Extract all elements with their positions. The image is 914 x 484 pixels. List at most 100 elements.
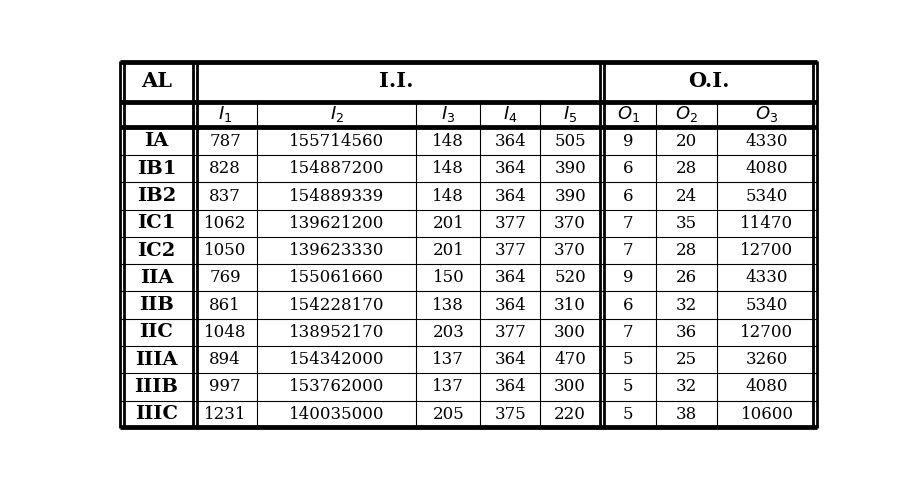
Text: 894: 894	[209, 351, 241, 368]
Text: 5340: 5340	[746, 187, 788, 205]
Text: 6: 6	[623, 160, 633, 177]
Text: IIA: IIA	[140, 269, 173, 287]
Text: 861: 861	[209, 297, 241, 314]
Text: 32: 32	[676, 297, 697, 314]
Text: AL: AL	[141, 71, 172, 91]
Text: $I_5$: $I_5$	[563, 104, 578, 124]
Text: 28: 28	[676, 160, 697, 177]
Text: 201: 201	[432, 215, 464, 232]
Text: 154887200: 154887200	[289, 160, 385, 177]
Text: 505: 505	[555, 133, 586, 150]
Text: IB2: IB2	[137, 187, 176, 205]
Text: 155714560: 155714560	[289, 133, 385, 150]
Text: 9: 9	[623, 269, 633, 287]
Text: 5: 5	[623, 351, 633, 368]
Text: 154342000: 154342000	[289, 351, 385, 368]
Text: 10600: 10600	[740, 406, 793, 423]
Text: 364: 364	[494, 378, 526, 395]
Text: 139621200: 139621200	[289, 215, 385, 232]
Text: 36: 36	[676, 324, 697, 341]
Text: 787: 787	[209, 133, 241, 150]
Text: 24: 24	[676, 187, 697, 205]
Text: I.I.: I.I.	[379, 71, 414, 91]
Text: 35: 35	[676, 215, 697, 232]
Text: 4080: 4080	[746, 160, 788, 177]
Text: 148: 148	[432, 133, 464, 150]
Text: 377: 377	[494, 324, 526, 341]
Text: IA: IA	[144, 133, 168, 151]
Text: 390: 390	[554, 160, 586, 177]
Text: 12700: 12700	[740, 324, 793, 341]
Text: 377: 377	[494, 242, 526, 259]
Text: 32: 32	[676, 378, 697, 395]
Text: 154889339: 154889339	[289, 187, 385, 205]
Text: 828: 828	[209, 160, 241, 177]
Text: 11470: 11470	[740, 215, 793, 232]
Text: IIB: IIB	[139, 296, 174, 314]
Text: 140035000: 140035000	[289, 406, 385, 423]
Text: 138: 138	[432, 297, 464, 314]
Text: 38: 38	[676, 406, 697, 423]
Text: 155061660: 155061660	[290, 269, 384, 287]
Text: 470: 470	[554, 351, 586, 368]
Text: 6: 6	[623, 187, 633, 205]
Text: 137: 137	[432, 378, 464, 395]
Text: IC2: IC2	[137, 242, 175, 259]
Text: 4080: 4080	[746, 378, 788, 395]
Text: $O_3$: $O_3$	[755, 104, 779, 124]
Text: 220: 220	[554, 406, 586, 423]
Text: 7: 7	[622, 324, 633, 341]
Text: 1048: 1048	[204, 324, 247, 341]
Text: $O_1$: $O_1$	[617, 104, 640, 124]
Text: 148: 148	[432, 187, 464, 205]
Text: 7: 7	[622, 242, 633, 259]
Text: 3260: 3260	[746, 351, 788, 368]
Text: 1062: 1062	[204, 215, 247, 232]
Text: 1050: 1050	[204, 242, 247, 259]
Text: IIC: IIC	[140, 323, 174, 341]
Text: 154228170: 154228170	[289, 297, 385, 314]
Text: O.I.: O.I.	[687, 71, 729, 91]
Text: IIIB: IIIB	[134, 378, 178, 396]
Text: $I_4$: $I_4$	[503, 104, 517, 124]
Text: 377: 377	[494, 215, 526, 232]
Text: 137: 137	[432, 351, 464, 368]
Text: 150: 150	[432, 269, 464, 287]
Text: 7: 7	[622, 215, 633, 232]
Text: 12700: 12700	[740, 242, 793, 259]
Text: 370: 370	[554, 242, 586, 259]
Text: 310: 310	[554, 297, 586, 314]
Text: 9: 9	[623, 133, 633, 150]
Text: $O_2$: $O_2$	[675, 104, 698, 124]
Text: 20: 20	[676, 133, 697, 150]
Text: 28: 28	[676, 242, 697, 259]
Text: 153762000: 153762000	[289, 378, 385, 395]
Text: 138952170: 138952170	[289, 324, 385, 341]
Text: 203: 203	[432, 324, 464, 341]
Text: IIIA: IIIA	[135, 350, 177, 369]
Text: 364: 364	[494, 269, 526, 287]
Text: 364: 364	[494, 133, 526, 150]
Text: 364: 364	[494, 297, 526, 314]
Text: $I_3$: $I_3$	[441, 104, 455, 124]
Text: 300: 300	[554, 324, 586, 341]
Text: 390: 390	[554, 187, 586, 205]
Text: 4330: 4330	[746, 269, 788, 287]
Text: $I_1$: $I_1$	[218, 104, 232, 124]
Text: 4330: 4330	[746, 133, 788, 150]
Text: 1231: 1231	[204, 406, 247, 423]
Text: 201: 201	[432, 242, 464, 259]
Text: 520: 520	[554, 269, 586, 287]
Text: 205: 205	[432, 406, 464, 423]
Text: 5340: 5340	[746, 297, 788, 314]
Text: 139623330: 139623330	[289, 242, 385, 259]
Text: 148: 148	[432, 160, 464, 177]
Text: IIIC: IIIC	[135, 405, 178, 423]
Text: 364: 364	[494, 187, 526, 205]
Text: $I_2$: $I_2$	[330, 104, 344, 124]
Text: IB1: IB1	[137, 160, 176, 178]
Text: 364: 364	[494, 351, 526, 368]
Text: 6: 6	[623, 297, 633, 314]
Text: 26: 26	[676, 269, 697, 287]
Text: 375: 375	[494, 406, 526, 423]
